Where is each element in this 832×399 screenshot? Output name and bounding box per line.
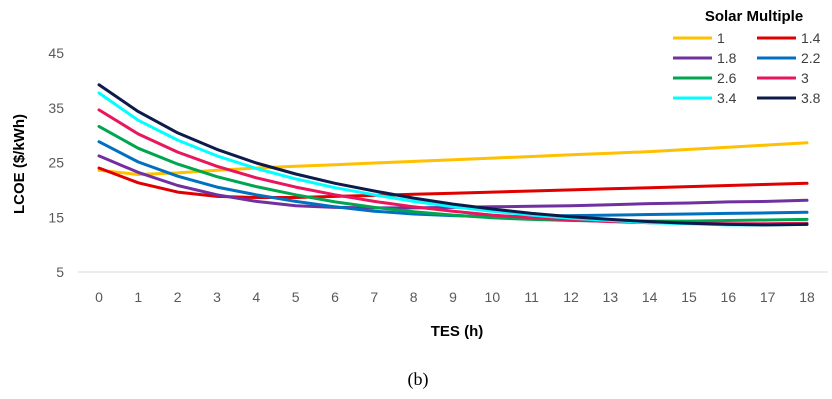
x-tick-label: 0 (95, 289, 103, 305)
legend-label: 1 (717, 30, 725, 46)
y-tick-label: 15 (48, 209, 64, 225)
y-axis-ticks: 5 15 25 35 45 (48, 45, 64, 280)
series-layer (97, 83, 809, 227)
legend-label: 3.4 (717, 90, 737, 106)
legend-label: 2.2 (801, 50, 821, 66)
x-tick-label: 10 (485, 289, 501, 305)
x-tick-label: 18 (799, 289, 815, 305)
x-tick-label: 9 (449, 289, 457, 305)
y-tick-label: 5 (56, 264, 64, 280)
x-tick-label: 3 (213, 289, 221, 305)
legend-label: 3.8 (801, 90, 821, 106)
y-tick-label: 45 (48, 45, 64, 61)
legend-title: Solar Multiple (705, 8, 803, 25)
series-line-2-6 (97, 124, 809, 223)
x-tick-label: 6 (331, 289, 339, 305)
x-tick-label: 4 (252, 289, 260, 305)
legend-label: 3 (801, 70, 809, 86)
series-line-1-4 (97, 166, 809, 199)
legend-label: 1.4 (801, 30, 821, 46)
x-tick-label: 13 (603, 289, 619, 305)
x-tick-label: 1 (134, 289, 142, 305)
x-tick-label: 14 (642, 289, 658, 305)
x-tick-label: 2 (174, 289, 182, 305)
legend: Solar Multiple 1 1.4 1.8 2.2 2.6 3 3.4 3.8 (673, 8, 821, 106)
x-tick-label: 12 (563, 289, 579, 305)
x-axis-title: TES (h) (431, 323, 484, 340)
legend-label: 1.8 (717, 50, 737, 66)
x-tick-label: 8 (410, 289, 418, 305)
y-axis-title: LCOE ($/kWh) (11, 114, 28, 214)
figure-caption: (b) (408, 369, 429, 390)
x-tick-label: 17 (760, 289, 776, 305)
x-tick-label: 7 (370, 289, 378, 305)
x-tick-label: 5 (292, 289, 300, 305)
y-tick-label: 35 (48, 100, 64, 116)
legend-label: 2.6 (717, 70, 737, 86)
x-tick-label: 16 (721, 289, 737, 305)
x-axis-ticks: 0 1 2 3 4 5 6 7 8 9 10 11 12 13 14 15 16 17 18 (95, 289, 815, 305)
series-line-1 (97, 141, 809, 176)
series-line-3-8 (97, 83, 809, 227)
y-tick-label: 25 (48, 155, 64, 171)
x-tick-label: 15 (681, 289, 697, 305)
x-tick-label: 11 (524, 289, 539, 305)
series-line-1-8 (97, 154, 809, 210)
